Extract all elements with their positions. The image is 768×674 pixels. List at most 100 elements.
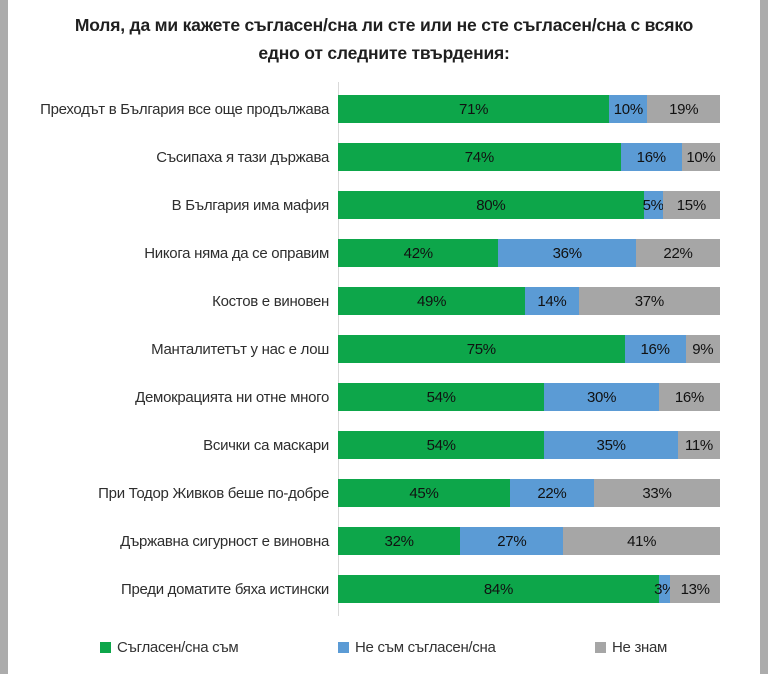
bar-segment-dontknow: 16% xyxy=(658,383,720,411)
legend-item-agree: Съгласен/сна съм xyxy=(100,632,239,662)
legend-label: Съгласен/сна съм xyxy=(117,638,239,656)
bar-segment-disagree: 5% xyxy=(642,191,664,219)
bar-segment-disagree: 22% xyxy=(509,479,594,507)
stacked-bar: 42% 36% 22% xyxy=(338,239,720,267)
value-label: 71% xyxy=(459,100,489,118)
value-label: 27% xyxy=(497,532,527,550)
bar-segment-disagree: 36% xyxy=(498,239,636,267)
chart-row: Съсипаха я тази държава 74% 16% 10% xyxy=(8,133,760,181)
bar-segment-agree: 49% xyxy=(338,287,526,315)
bar-segment-dontknow: 10% xyxy=(681,143,720,171)
legend-label: Не съм съгласен/сна xyxy=(355,638,496,656)
value-label: 16% xyxy=(674,388,704,406)
value-label: 80% xyxy=(476,196,506,214)
legend-item-disagree: Не съм съгласен/сна xyxy=(338,632,496,662)
value-label: 15% xyxy=(676,196,706,214)
value-label: 14% xyxy=(537,292,567,310)
value-label: 11% xyxy=(684,436,713,454)
legend-label: Не знам xyxy=(612,638,668,656)
bar-segment-dontknow: 11% xyxy=(677,431,720,459)
value-label: 49% xyxy=(417,292,447,310)
value-label: 54% xyxy=(426,436,456,454)
bar-segment-disagree: 27% xyxy=(460,527,564,555)
category-label: Костов е виновен xyxy=(212,292,329,310)
legend-swatch-agree xyxy=(100,641,111,653)
bar-segment-dontknow: 13% xyxy=(670,575,720,603)
category-label: Никога няма да се оправим xyxy=(144,244,329,262)
value-label: 16% xyxy=(640,340,670,358)
value-label: 16% xyxy=(636,148,666,166)
value-label: 19% xyxy=(669,100,699,118)
bar-segment-agree: 32% xyxy=(338,527,461,555)
value-label: 41% xyxy=(627,532,657,550)
bar-segment-dontknow: 41% xyxy=(563,527,720,555)
bar-segment-disagree: 16% xyxy=(624,335,686,363)
chart-row: Костов е виновен 49% 14% 37% xyxy=(8,277,760,325)
value-label: 75% xyxy=(466,340,496,358)
stacked-bar: 54% 35% 11% xyxy=(338,431,720,459)
category-label: В България има мафия xyxy=(171,196,330,214)
category-label: Съсипаха я тази държава xyxy=(156,148,329,166)
value-label: 13% xyxy=(680,580,710,598)
bar-segment-dontknow: 15% xyxy=(662,191,720,219)
stacked-bar: 71% 10% 19% xyxy=(338,95,720,123)
chart-row: При Тодор Живков беше по-добре 45% 22% 33% xyxy=(8,469,760,517)
value-label: 45% xyxy=(409,484,439,502)
chart-row: Преди доматите бяха истински 84% 3% 13% xyxy=(8,565,760,613)
stacked-bar: 45% 22% 33% xyxy=(338,479,720,507)
stacked-bar: 54% 30% 16% xyxy=(338,383,720,411)
chart-row: Държавна сигурност е виновна 32% 27% 41% xyxy=(8,517,760,565)
stacked-bar: 75% 16% 9% xyxy=(338,335,720,363)
value-label: 84% xyxy=(483,580,513,598)
stacked-bar: 49% 14% 37% xyxy=(338,287,720,315)
bar-segment-agree: 75% xyxy=(338,335,625,363)
bar-segment-disagree: 30% xyxy=(544,383,659,411)
value-label: 42% xyxy=(403,244,433,262)
category-label: Преходът в България все още продължава xyxy=(40,100,329,118)
value-label: 3% xyxy=(654,580,676,598)
bar-segment-agree: 54% xyxy=(338,431,545,459)
bar-segment-agree: 71% xyxy=(338,95,610,123)
stacked-bar: 84% 3% 13% xyxy=(338,575,720,603)
category-label: Демокрацията ни отне много xyxy=(135,388,329,406)
bar-segment-disagree: 10% xyxy=(609,95,648,123)
bar-segment-agree: 80% xyxy=(338,191,644,219)
value-label: 37% xyxy=(634,292,664,310)
value-label: 36% xyxy=(552,244,582,262)
value-label: 32% xyxy=(384,532,414,550)
value-label: 5% xyxy=(642,196,664,214)
chart-row: Никога няма да се оправим 42% 36% 22% xyxy=(8,229,760,277)
stacked-bar: 74% 16% 10% xyxy=(338,143,720,171)
value-label: 10% xyxy=(686,148,716,166)
bar-segment-disagree: 14% xyxy=(525,287,579,315)
value-label: 22% xyxy=(537,484,567,502)
chart-title: Моля, да ми кажете съгласен/сна ли сте и… xyxy=(74,15,694,64)
bar-segment-agree: 42% xyxy=(338,239,499,267)
value-label: 10% xyxy=(613,100,643,118)
stacked-bar: 32% 27% 41% xyxy=(338,527,720,555)
bar-segment-agree: 74% xyxy=(338,143,621,171)
chart-row: Всички са маскари 54% 35% 11% xyxy=(8,421,760,469)
bar-segment-disagree: 35% xyxy=(544,431,678,459)
bar-segment-dontknow: 22% xyxy=(635,239,720,267)
value-label: 74% xyxy=(464,148,494,166)
bar-segment-disagree: 3% xyxy=(654,575,675,603)
bar-segment-dontknow: 37% xyxy=(578,287,720,315)
category-label: Държавна сигурност е виновна xyxy=(120,532,329,550)
bar-segment-agree: 54% xyxy=(338,383,545,411)
bar-segment-dontknow: 33% xyxy=(593,479,720,507)
bar-segment-disagree: 16% xyxy=(620,143,682,171)
chart-row: Демокрацията ни отне много 54% 30% 16% xyxy=(8,373,760,421)
legend-swatch-dontknow xyxy=(595,641,606,653)
value-label: 30% xyxy=(587,388,617,406)
stacked-bar: 80% 5% 15% xyxy=(338,191,720,219)
category-label: Всички са маскари xyxy=(203,436,329,454)
chart-legend: Съгласен/сна съм Не съм съгласен/сна Не … xyxy=(8,632,760,662)
category-label: Преди доматите бяха истински xyxy=(121,580,329,598)
category-label: Манталитетът у нас е лош xyxy=(151,340,329,358)
bar-segment-dontknow: 19% xyxy=(647,95,720,123)
value-label: 22% xyxy=(663,244,693,262)
bar-chart: Преходът в България все още продължава 71… xyxy=(8,85,760,613)
bar-segment-dontknow: 9% xyxy=(685,335,720,363)
chart-row: Манталитетът у нас е лош 75% 16% 9% xyxy=(8,325,760,373)
